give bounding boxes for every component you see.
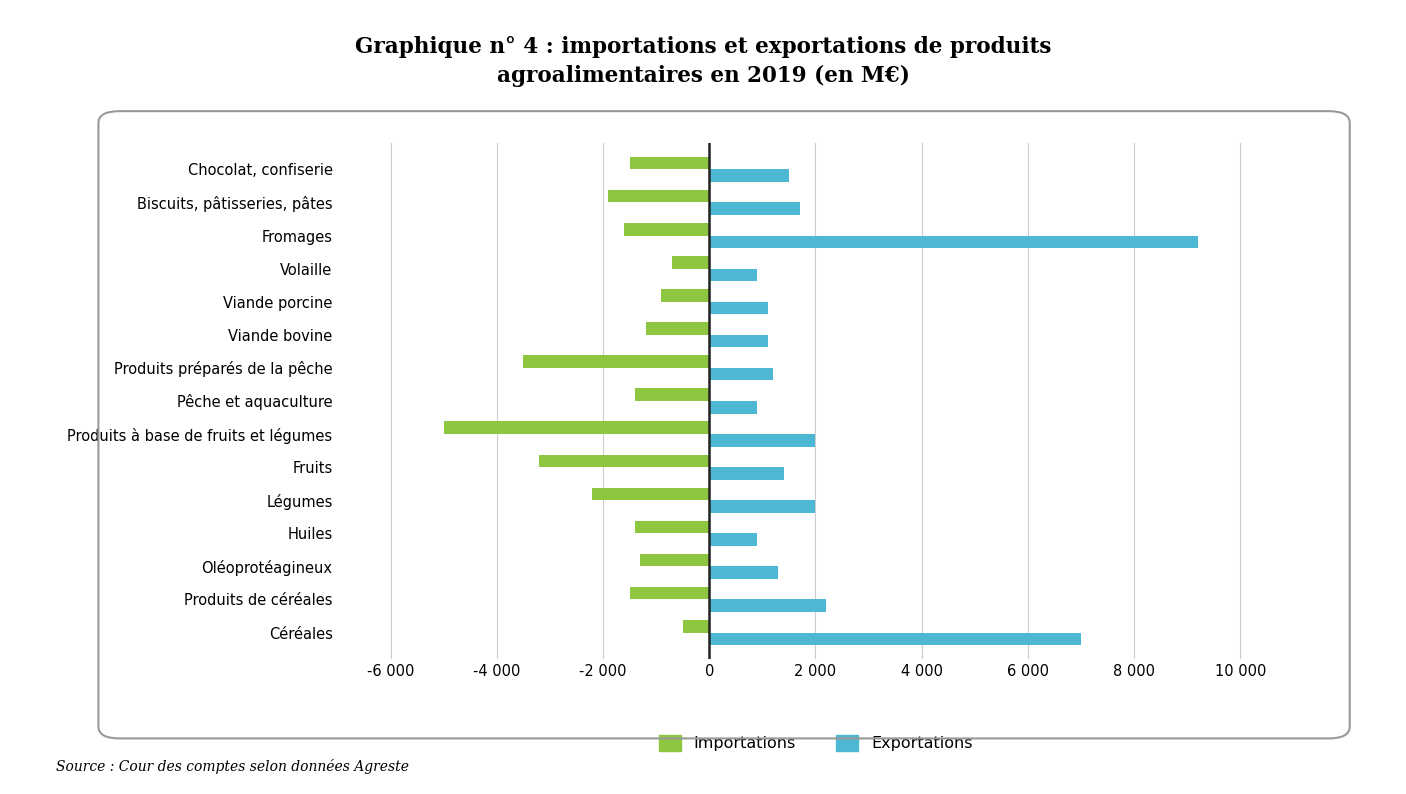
Bar: [709, 169, 789, 182]
Bar: [630, 156, 709, 169]
Bar: [645, 322, 709, 335]
Bar: [709, 236, 1198, 248]
Bar: [709, 534, 756, 546]
Bar: [709, 302, 768, 314]
Bar: [540, 454, 709, 467]
Bar: [709, 467, 783, 480]
Text: Source : Cour des comptes selon données Agreste: Source : Cour des comptes selon données …: [56, 759, 409, 774]
Bar: [661, 289, 709, 302]
Bar: [709, 368, 773, 380]
Bar: [709, 202, 800, 215]
Bar: [709, 599, 827, 612]
Bar: [609, 190, 709, 202]
Bar: [709, 633, 1081, 645]
Bar: [640, 554, 709, 566]
Legend: Importations, Exportations: Importations, Exportations: [652, 729, 979, 757]
Bar: [709, 268, 756, 281]
Bar: [709, 401, 756, 414]
Bar: [624, 223, 709, 236]
Bar: [444, 422, 709, 434]
Text: Graphique n° 4 : importations et exportations de produits
agroalimentaires en 20: Graphique n° 4 : importations et exporta…: [354, 36, 1052, 87]
Bar: [636, 521, 709, 534]
Bar: [636, 388, 709, 401]
Bar: [709, 335, 768, 348]
Bar: [683, 620, 709, 633]
Bar: [592, 488, 709, 500]
Bar: [523, 356, 709, 368]
Bar: [630, 587, 709, 599]
Bar: [709, 500, 815, 513]
Bar: [709, 566, 779, 579]
Bar: [672, 256, 709, 268]
Bar: [709, 434, 815, 446]
